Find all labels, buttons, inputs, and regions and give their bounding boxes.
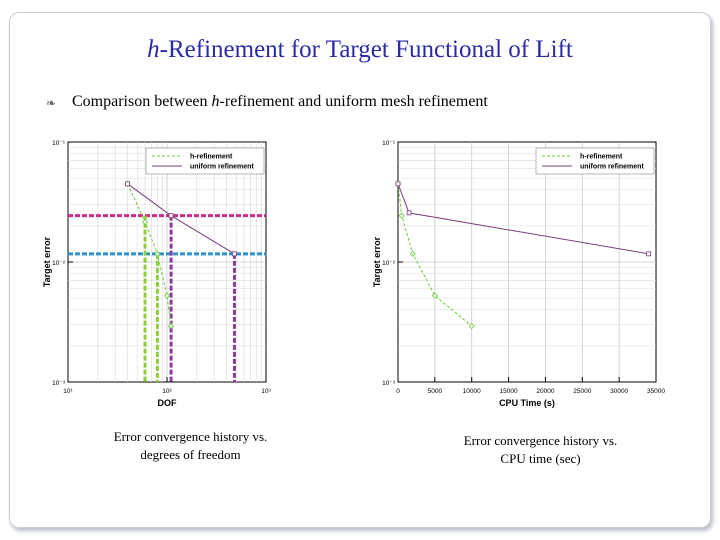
- dof-legend-label-0: h-refinement: [190, 154, 233, 161]
- cpu-series-1-point: [646, 251, 652, 257]
- cpu-tick-label-x: 25000: [573, 388, 591, 395]
- cpu-tick-label-y: 10⁻²: [382, 260, 396, 267]
- cpu-tick-label-y: 10⁻¹: [382, 140, 396, 147]
- dof-tick-label-y: 10⁻³: [52, 380, 66, 387]
- cpu-tick-label-x: 35000: [647, 388, 665, 395]
- dof-x-axis-label: DOF: [158, 398, 178, 408]
- dof-series-0-point: [163, 292, 171, 299]
- cpu-series-0-point: [431, 292, 438, 299]
- cpu-series-1-point: [406, 210, 412, 216]
- slide-title: h-Refinement for Target Functional of Li…: [0, 36, 720, 64]
- cpu-legend-box: [535, 147, 655, 175]
- cpu-tick-label-x: 10000: [463, 388, 481, 395]
- dof-series-1-point: [168, 213, 174, 219]
- cpu-series-1-line: [397, 183, 649, 255]
- dof-series-0-point: [141, 218, 149, 226]
- dof-tick-label-x: 10²: [162, 388, 172, 395]
- cpu-series-0-point: [468, 323, 475, 330]
- cpu-legend-label-0: h-refinement: [580, 154, 623, 161]
- slide-frame: [9, 12, 711, 528]
- cpu-series-0-point: [409, 250, 416, 257]
- caption-cpu-line1: Error convergence history vs.: [463, 433, 618, 448]
- dof-series-0-point: [154, 250, 161, 257]
- bullet-text: Comparison between h-refinement and unif…: [72, 93, 488, 111]
- cpu-x-axis-label: CPU Time (s): [499, 398, 555, 408]
- cpu-tick-label-x: 5000: [428, 388, 443, 395]
- bullet-text-post: -refinement and uniform mesh refinement: [219, 93, 488, 110]
- cpu-legend-label-1: uniform refinement: [580, 164, 644, 171]
- cpu-y-axis-label: Target error: [372, 236, 382, 287]
- dof-series-1-point: [232, 251, 237, 257]
- cpu-series-0-point: [398, 212, 405, 219]
- cpu-tick-label-y: 10⁻³: [382, 380, 396, 387]
- dof-series-0-point: [168, 323, 175, 330]
- cpu-tick-label-x: 20000: [536, 388, 554, 395]
- slide-title-italic: h: [147, 36, 160, 63]
- dof-series-1-point: [125, 181, 131, 187]
- dof-tick-label-y: 10⁻²: [52, 260, 66, 267]
- dof-legend-label-1: uniform refinement: [190, 164, 254, 171]
- bullet-icon: ❧: [46, 96, 57, 110]
- cpu-tick-label-x: 0: [396, 388, 400, 395]
- dof-y-axis-label: Target error: [42, 236, 52, 287]
- caption-cpu: Error convergence history vs. CPU time (…: [438, 432, 643, 468]
- cpu-tick-label-x: 15000: [500, 388, 518, 395]
- caption-cpu-line2: CPU time (sec): [500, 451, 581, 466]
- bullet-text-pre: Comparison between: [72, 93, 212, 110]
- dof-tick-label-x: 10³: [261, 388, 271, 395]
- caption-dof: Error convergence history vs. degrees of…: [88, 428, 293, 464]
- bullet-text-italic: h: [211, 93, 220, 110]
- caption-dof-line2: degrees of freedom: [140, 447, 241, 462]
- dof-legend-box: [145, 147, 265, 175]
- caption-dof-line1: Error convergence history vs.: [113, 429, 268, 444]
- cpu-tick-label-x: 30000: [610, 388, 628, 395]
- slide-title-text: -Refinement for Target Functional of Lif…: [159, 36, 573, 63]
- dof-tick-label-x: 10¹: [63, 388, 73, 395]
- dof-tick-label-y: 10⁻¹: [52, 140, 66, 147]
- cpu-series-1-point: [395, 181, 401, 187]
